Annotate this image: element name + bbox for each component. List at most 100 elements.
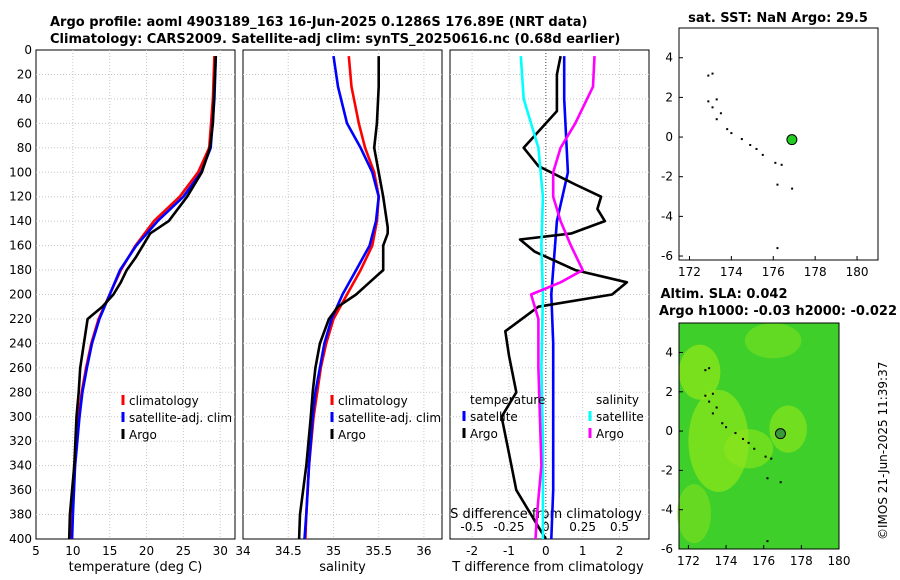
salinity-difference-tick-label: -0.5 xyxy=(460,520,483,534)
depth-tick-label: 400 xyxy=(9,532,32,546)
sst-map-island xyxy=(715,118,718,121)
salinity-series-argo xyxy=(297,56,390,540)
depth-tick-label: 220 xyxy=(9,312,32,326)
sla-map-ytick-label: 4 xyxy=(665,345,673,359)
depth-tick-label: 280 xyxy=(9,385,32,399)
difference-series-s-argo xyxy=(529,56,596,540)
sla-map-island xyxy=(708,400,711,403)
sst-map-ytick-label: 0 xyxy=(665,130,673,144)
sla-map-frame xyxy=(678,322,840,550)
sla-map-xtick-label: 180 xyxy=(828,554,851,568)
difference-legend-temperature-title: temperature xyxy=(470,393,545,407)
sst-map-ytick-label: -4 xyxy=(661,209,673,223)
salinity-xtick-label: 36 xyxy=(416,544,431,558)
sst-map-island xyxy=(711,106,714,109)
sla-map-island xyxy=(766,540,769,543)
sla-map-anomaly-patch xyxy=(688,389,749,493)
sst-map-frame xyxy=(678,27,879,261)
temperature-xtick-label: 15 xyxy=(102,544,117,558)
depth-tick-label: 240 xyxy=(9,336,32,350)
depth-tick-label: 260 xyxy=(9,361,32,375)
depth-tick-label: 140 xyxy=(9,214,32,228)
sst-map-xtick-label: 172 xyxy=(678,265,701,279)
sst-map-island xyxy=(761,153,764,156)
depth-tick-label: 300 xyxy=(9,410,32,424)
salinity-xtick-label: 35.5 xyxy=(365,544,392,558)
sst-map-island xyxy=(707,100,710,103)
salinity-difference-tick-label: -0.25 xyxy=(493,520,524,534)
sla-map-island xyxy=(753,447,756,450)
salinity-xtick-label: 34.5 xyxy=(275,544,302,558)
depth-tick-label: 320 xyxy=(9,434,32,448)
temperature-legend-1-label: satellite-adj. clim xyxy=(129,411,232,425)
sla-map-ytick-label: 2 xyxy=(665,385,673,399)
temperature-xtick-label: 20 xyxy=(139,544,154,558)
sla-map-island xyxy=(711,412,714,415)
depth-tick-label: 200 xyxy=(9,288,32,302)
sla-map-island xyxy=(704,394,707,397)
temperature-legend-2-label: Argo xyxy=(129,428,157,442)
figure-title-line-1: Argo profile: aoml 4903189_163 16-Jun-20… xyxy=(50,15,588,30)
difference-legend-t-argo-label: Argo xyxy=(470,427,498,441)
difference-xtick-label: 2 xyxy=(616,544,624,558)
temperature-legend-0-label: climatology xyxy=(129,394,199,408)
sla-map-anomaly-patch xyxy=(679,344,721,400)
sla-map-ytick-label: 0 xyxy=(665,424,673,438)
depth-tick-label: 380 xyxy=(9,508,32,522)
sst-map-island xyxy=(719,112,722,115)
difference-xtick-label: -1 xyxy=(503,544,515,558)
depth-tick-label: 20 xyxy=(17,67,32,81)
temperature-xtick-label: 25 xyxy=(176,544,191,558)
depth-tick-label: 40 xyxy=(17,92,32,106)
depth-tick-label: 0 xyxy=(24,43,32,57)
sst-map-island xyxy=(780,163,783,166)
depth-tick-label: 340 xyxy=(9,459,32,473)
difference-xlabel: T difference from climatology xyxy=(451,560,644,575)
sst-map-title: sat. SST: NaN Argo: 29.5 xyxy=(688,11,868,26)
temperature-xtick-label: 30 xyxy=(213,544,228,558)
sst-map-island xyxy=(730,132,733,135)
sla-map-subtitle: Argo h1000: -0.03 h2000: -0.022 xyxy=(659,304,897,319)
sla-map-island xyxy=(779,481,782,484)
salinity-legend-2-label: Argo xyxy=(338,428,366,442)
sla-map-xtick-label: 178 xyxy=(790,554,813,568)
sst-map-background xyxy=(679,28,878,260)
sst-map-island xyxy=(749,143,752,146)
sla-map-xtick-label: 176 xyxy=(752,554,775,568)
temperature-series-argo xyxy=(67,56,218,540)
sla-map-anomaly-patch xyxy=(724,429,774,469)
sla-map-argo-marker xyxy=(774,428,786,440)
sst-map-ytick-label: 2 xyxy=(665,90,673,104)
sla-map-anomaly-patch xyxy=(744,323,802,359)
depth-tick-label: 60 xyxy=(17,116,32,130)
sla-map-island xyxy=(725,426,728,429)
sla-map-xtick-label: 174 xyxy=(715,554,738,568)
difference-xtick-label: 1 xyxy=(579,544,587,558)
salinity-series-satellite xyxy=(303,55,381,540)
sla-map-island xyxy=(764,455,767,458)
sla-map-ytick-label: -4 xyxy=(661,503,673,517)
difference-xtick-label: 0 xyxy=(542,544,550,558)
sst-map-island xyxy=(726,128,729,131)
sst-map-xtick-label: 178 xyxy=(804,265,827,279)
difference-legend-s-satellite-label: satellite xyxy=(596,410,644,424)
sst-map-island xyxy=(755,147,758,150)
difference-series-s-satellite xyxy=(519,56,545,539)
salinity-legend-0-label: climatology xyxy=(338,394,408,408)
sst-map-island xyxy=(776,247,779,250)
sst-map-island xyxy=(774,161,777,164)
sst-map-island xyxy=(791,187,794,190)
salinity-legend-1-label: satellite-adj. clim xyxy=(338,411,441,425)
sla-map-island xyxy=(711,392,714,395)
sst-map-ytick-label: -2 xyxy=(661,170,673,184)
depth-tick-label: 180 xyxy=(9,263,32,277)
sst-map-xtick-label: 174 xyxy=(720,265,743,279)
depth-tick-label: 360 xyxy=(9,483,32,497)
sst-map-xtick-label: 176 xyxy=(762,265,785,279)
sla-map-island xyxy=(721,422,724,425)
sst-map-island xyxy=(740,138,743,141)
difference-legend-salinity-title: salinity xyxy=(596,393,639,407)
salinity-difference-xlabel: S difference from climatology xyxy=(450,507,642,522)
sla-map-island xyxy=(715,406,718,409)
